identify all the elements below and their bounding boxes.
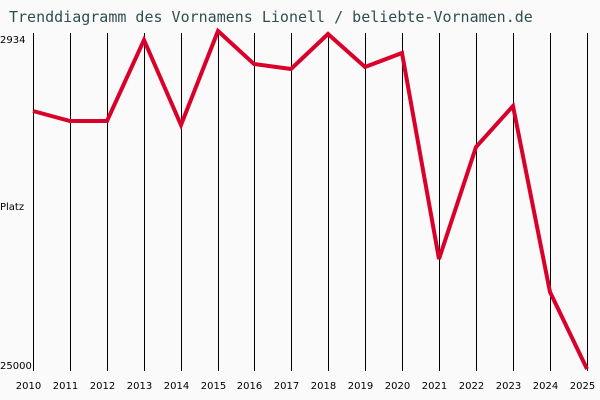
chart-title: Trenddiagramm des Vornamens Lionell / be… xyxy=(9,8,533,26)
y-axis-top-label: 2934 xyxy=(0,35,26,46)
x-tick-label-2013: 2013 xyxy=(126,381,153,392)
x-tick-label-2017: 2017 xyxy=(273,381,300,392)
x-tick-label-2018: 2018 xyxy=(310,381,337,392)
x-tick-label-2014: 2014 xyxy=(163,381,190,392)
y-axis-bottom-label: 25000 xyxy=(0,361,32,372)
x-tick-label-2011: 2011 xyxy=(52,381,79,392)
x-tick-label-2024: 2024 xyxy=(532,381,559,392)
x-tick-label-2010: 2010 xyxy=(15,381,42,392)
x-tick-label-2016: 2016 xyxy=(236,381,263,392)
x-tick-label-2025: 2025 xyxy=(569,381,596,392)
vertical-gridlines xyxy=(33,33,588,371)
x-tick-label-2012: 2012 xyxy=(89,381,116,392)
x-tick-label-2021: 2021 xyxy=(421,381,448,392)
trend-line-lionell xyxy=(32,27,589,370)
x-tick-label-2023: 2023 xyxy=(495,381,522,392)
y-axis-title: Platz xyxy=(0,202,25,213)
x-tick-label-2020: 2020 xyxy=(384,381,411,392)
x-tick-label-2019: 2019 xyxy=(347,381,374,392)
x-tick-label-2015: 2015 xyxy=(200,381,227,392)
x-tick-label-2022: 2022 xyxy=(458,381,485,392)
